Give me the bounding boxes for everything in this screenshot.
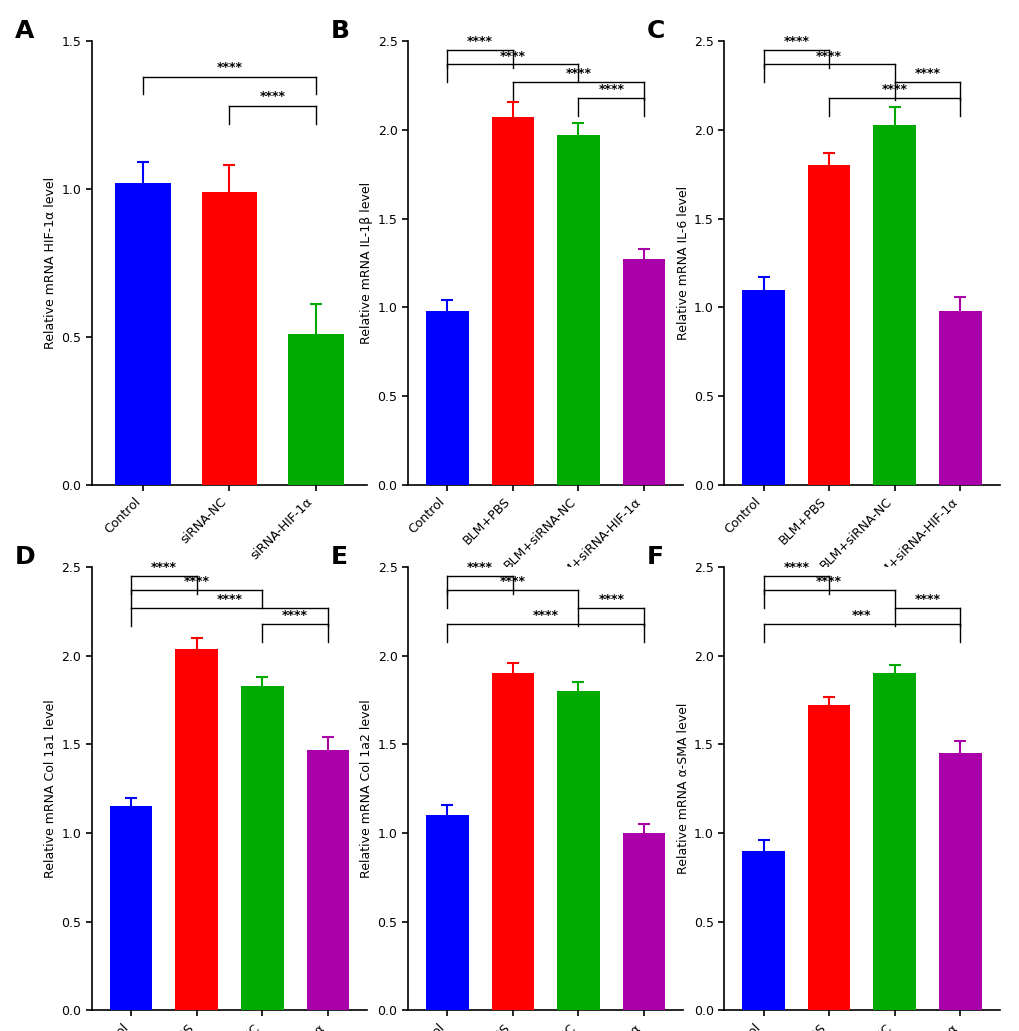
Bar — [491, 673, 534, 1010]
Text: F: F — [646, 544, 663, 569]
Bar — [807, 705, 850, 1010]
Bar — [872, 673, 915, 1010]
Bar — [491, 118, 534, 485]
Text: ****: **** — [282, 609, 308, 622]
Text: ****: **** — [815, 49, 842, 63]
Bar — [202, 192, 257, 485]
Text: ****: **** — [151, 561, 176, 574]
Text: ****: **** — [216, 593, 243, 606]
Text: ****: **** — [783, 35, 808, 48]
Bar — [115, 184, 171, 485]
Text: ****: **** — [532, 609, 558, 622]
Bar — [872, 125, 915, 485]
Bar — [426, 310, 468, 485]
Text: E: E — [330, 544, 347, 569]
Bar — [110, 806, 152, 1010]
Text: ****: **** — [598, 84, 624, 96]
Text: ****: **** — [499, 49, 526, 63]
Bar — [426, 816, 468, 1010]
Bar — [938, 754, 980, 1010]
Y-axis label: Relative mRNA IL-1β level: Relative mRNA IL-1β level — [360, 181, 373, 344]
Y-axis label: Relative mRNA HIF-1α level: Relative mRNA HIF-1α level — [44, 177, 57, 348]
Text: ****: **** — [499, 575, 526, 589]
Text: ****: **** — [783, 561, 808, 574]
Bar — [623, 260, 664, 485]
Bar — [175, 648, 218, 1010]
Bar — [742, 290, 784, 485]
Text: B: B — [330, 19, 350, 43]
Bar — [556, 691, 599, 1010]
Text: ****: **** — [565, 67, 591, 80]
Text: ****: **** — [183, 575, 210, 589]
Y-axis label: Relative mRNA Col 1a2 level: Relative mRNA Col 1a2 level — [360, 699, 373, 878]
Text: ****: **** — [914, 67, 940, 80]
Bar — [938, 310, 980, 485]
Bar — [742, 851, 784, 1010]
Text: ****: **** — [216, 61, 243, 74]
Text: ****: **** — [467, 35, 492, 48]
Text: ***: *** — [851, 609, 871, 622]
Y-axis label: Relative mRNA Col 1a1 level: Relative mRNA Col 1a1 level — [44, 699, 57, 878]
Y-axis label: Relative mRNA α-SMA level: Relative mRNA α-SMA level — [676, 703, 689, 874]
Text: ****: **** — [598, 593, 624, 606]
Text: A: A — [14, 19, 34, 43]
Text: ****: **** — [880, 84, 907, 96]
Text: ****: **** — [467, 561, 492, 574]
Bar — [556, 135, 599, 485]
Text: ****: **** — [914, 593, 940, 606]
Bar — [240, 686, 283, 1010]
Y-axis label: Relative mRNA IL-6 level: Relative mRNA IL-6 level — [676, 186, 689, 340]
Bar — [307, 750, 348, 1010]
Text: ****: **** — [815, 575, 842, 589]
Text: D: D — [14, 544, 36, 569]
Text: C: C — [646, 19, 664, 43]
Bar — [807, 165, 850, 485]
Bar — [623, 833, 664, 1010]
Text: ****: **** — [259, 91, 285, 103]
Bar — [287, 334, 343, 485]
